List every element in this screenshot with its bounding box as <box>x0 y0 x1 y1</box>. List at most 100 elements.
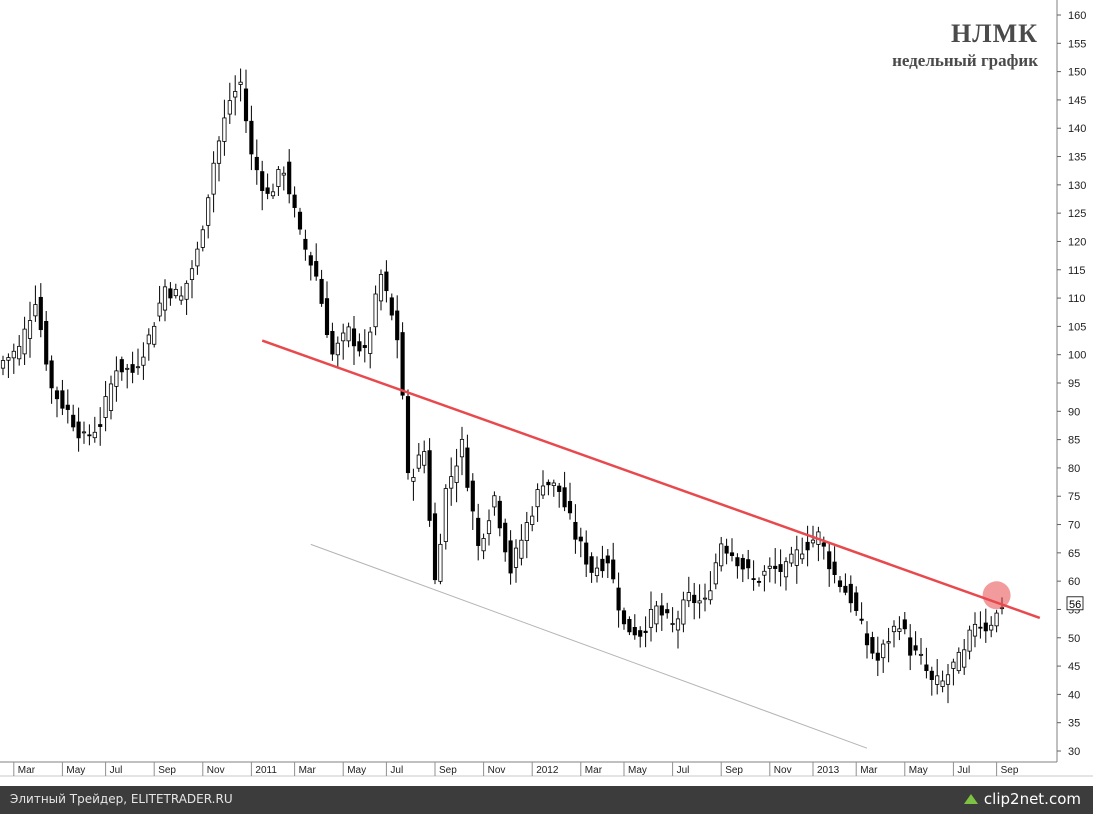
y-tick-label: 30 <box>1068 746 1080 758</box>
x-tick-label: Jul <box>390 765 403 776</box>
y-tick-label: 75 <box>1068 491 1080 503</box>
y-axis: 3035404550556065707580859095100105110115… <box>1056 0 1086 762</box>
candle-body <box>670 623 675 625</box>
candle-body <box>854 592 859 611</box>
candle-body <box>962 649 967 668</box>
candle-body <box>951 661 956 669</box>
candle-body <box>724 545 729 554</box>
candle-body <box>254 156 259 171</box>
candle-body <box>578 536 583 542</box>
candle-body <box>168 288 173 299</box>
candle-body <box>983 622 988 632</box>
candle-body <box>49 360 54 389</box>
candle-body <box>843 585 848 593</box>
candle-body <box>395 310 400 341</box>
candle-body <box>330 330 335 355</box>
candle-body <box>373 293 378 328</box>
candle-body <box>157 302 162 317</box>
y-tick-label: 140 <box>1068 123 1086 135</box>
candle-body <box>648 608 654 628</box>
candle-body <box>481 538 486 552</box>
candle-body <box>848 583 853 604</box>
candle-body <box>584 542 589 565</box>
candle-body <box>945 674 951 685</box>
candle-body <box>314 261 319 277</box>
candle-body <box>967 629 972 652</box>
x-tick-label: Sep <box>158 765 176 776</box>
x-tick-label: May <box>66 765 85 776</box>
candle-body <box>729 552 735 556</box>
candle-body <box>832 561 837 575</box>
candle-body <box>184 282 189 300</box>
candle-body <box>119 359 124 373</box>
y-tick-label: 35 <box>1068 718 1080 730</box>
candle-body <box>940 680 945 687</box>
candle-body <box>357 341 362 352</box>
y-tick-label: 105 <box>1068 321 1086 333</box>
candle-body <box>913 645 918 651</box>
candle-body <box>654 605 659 625</box>
candle-body <box>405 396 411 474</box>
upload-arrow-icon <box>963 794 978 804</box>
candle-body <box>400 332 405 396</box>
clip2net-badge[interactable]: clip2net.com <box>963 790 1081 808</box>
candle-body <box>956 651 961 672</box>
candle-body <box>864 633 870 646</box>
candle-body <box>773 565 778 569</box>
candle-body <box>141 356 146 366</box>
candle-body <box>216 140 222 164</box>
candle-body <box>44 320 49 365</box>
candle-body <box>508 540 513 574</box>
y-tick-label: 60 <box>1068 576 1080 588</box>
candle-body <box>632 627 637 636</box>
candle-body <box>810 539 816 544</box>
candle-body <box>513 547 519 568</box>
y-tick-label: 45 <box>1068 661 1080 673</box>
y-tick-label: 80 <box>1068 463 1080 475</box>
candle-body <box>627 618 632 633</box>
candle-body <box>125 367 130 370</box>
y-tick-label: 90 <box>1068 406 1080 418</box>
candle-body <box>497 500 502 529</box>
candle-body <box>524 522 529 542</box>
candle-body <box>189 268 195 280</box>
candle-body <box>870 637 875 654</box>
candle-body <box>972 623 978 637</box>
x-tick-label: Jul <box>677 765 690 776</box>
candle-body <box>891 625 897 633</box>
y-tick-label: 120 <box>1068 236 1086 248</box>
x-tick-label: Nov <box>488 765 506 776</box>
candle-body <box>800 553 805 560</box>
candle-body <box>60 390 65 409</box>
chart-subtitle: недельный график <box>892 51 1038 70</box>
candle-body <box>681 599 686 625</box>
candle-body <box>929 670 934 680</box>
candle-body <box>260 171 265 191</box>
y-tick-label: 145 <box>1068 95 1086 107</box>
candle-body <box>697 600 702 604</box>
candle-body <box>794 549 799 566</box>
candle-body <box>292 194 297 208</box>
candle-body <box>713 562 718 585</box>
candle-body <box>924 664 929 672</box>
breakout-highlight <box>982 581 1011 610</box>
candle-body <box>567 501 573 514</box>
candle-body <box>616 587 621 611</box>
candle-body <box>71 414 76 428</box>
last-price-label: 56 <box>1069 599 1081 611</box>
x-tick-label: Sep <box>725 765 743 776</box>
candle-body <box>989 624 994 631</box>
y-tick-label: 160 <box>1068 10 1086 22</box>
candle-body <box>281 172 286 176</box>
candle-body <box>130 364 135 373</box>
y-tick-label: 110 <box>1068 293 1086 305</box>
candle-body <box>530 515 535 525</box>
candle-body <box>319 278 324 304</box>
candle-body <box>297 211 303 230</box>
candle-body <box>638 630 643 637</box>
candle-body <box>740 557 745 570</box>
candle-body <box>65 404 70 410</box>
candle-body <box>276 169 281 187</box>
candle-body <box>227 100 232 115</box>
y-tick-label: 40 <box>1068 689 1080 701</box>
